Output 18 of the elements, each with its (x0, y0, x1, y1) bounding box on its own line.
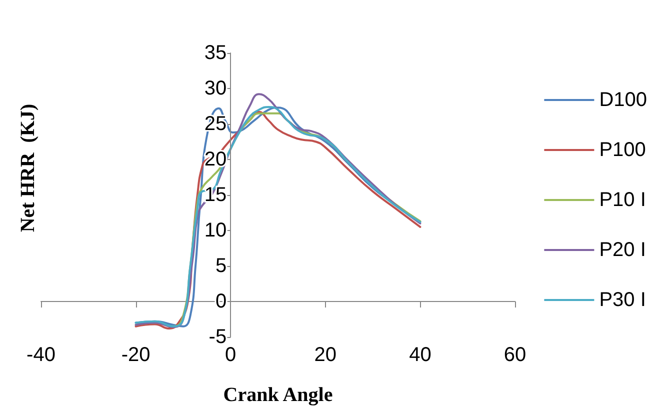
x-tick-label: -20 (121, 344, 150, 366)
y-tick-label: 5 (215, 255, 227, 277)
x-tick-label: -40 (26, 344, 56, 366)
x-tick-label: 20 (314, 344, 337, 366)
y-tick-label: 0 (215, 290, 227, 312)
legend-label: D100 (599, 89, 647, 111)
x-axis-title: Crank Angle (223, 384, 333, 406)
x-tick-label: 40 (409, 344, 432, 366)
x-tick-label: 60 (504, 344, 526, 366)
y-tick-label: 35 (204, 42, 227, 64)
legend-label: P10 I (599, 189, 646, 211)
y-tick-label: 10 (204, 220, 227, 242)
y-tick-label: 30 (204, 78, 227, 100)
legend-label: P100 (599, 139, 646, 161)
legend-label: P30 I (599, 289, 646, 311)
y-axis-title: Net HRR (KJ) (17, 104, 39, 232)
y-tick-label: -5 (208, 326, 227, 348)
legend-label: P20 I (599, 239, 646, 261)
